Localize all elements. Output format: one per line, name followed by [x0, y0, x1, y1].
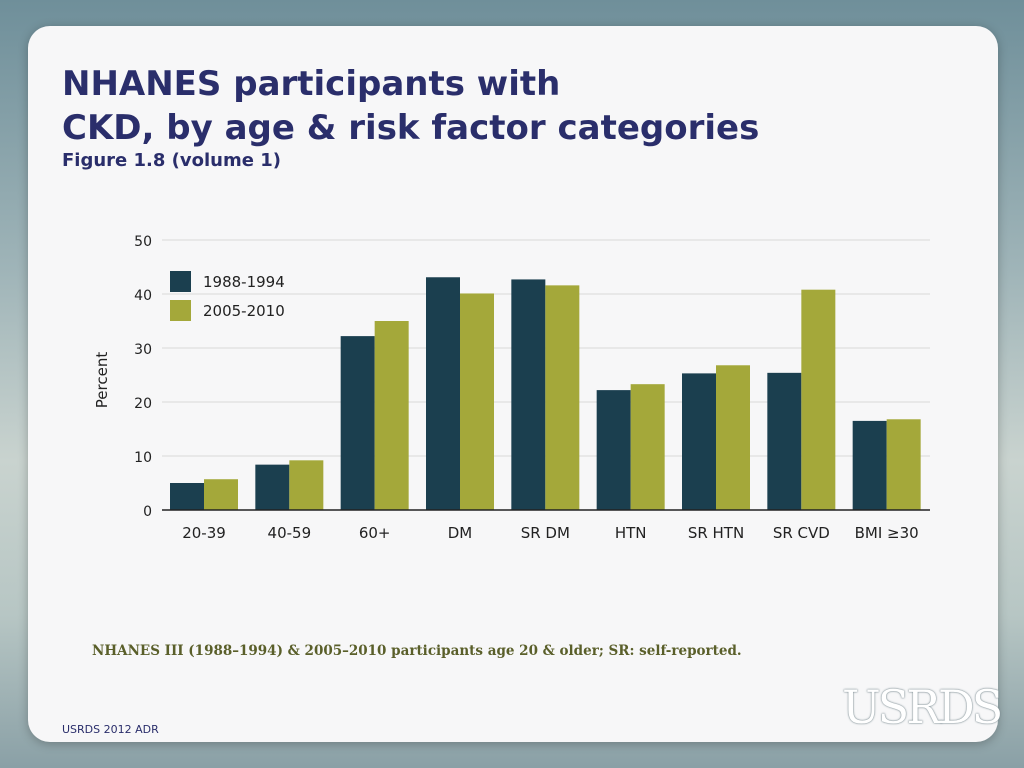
y-tick-label: 20: [134, 396, 152, 412]
legend-swatch: [170, 271, 191, 292]
slide-subtitle: Figure 1.8 (volume 1): [62, 150, 281, 171]
title-line-1: NHANES participants with: [62, 64, 561, 104]
bar-2005-2010-HTN: [630, 384, 665, 510]
bar-2005-2010-BMI ≥30: [886, 419, 921, 510]
x-tick-label: 20-39: [182, 524, 226, 542]
bar-1988-1994-DM: [426, 277, 460, 510]
legend-label: 2005-2010: [203, 302, 285, 320]
y-tick-label: 10: [134, 450, 152, 466]
bar-1988-1994-SR DM: [511, 279, 546, 510]
footer-source: USRDS 2012 ADR: [62, 723, 159, 736]
bar-2005-2010-SR DM: [545, 285, 580, 510]
x-tick-label: SR HTN: [688, 524, 744, 542]
bar-1988-1994-40-59: [255, 464, 290, 510]
bar-2005-2010-SR HTN: [716, 365, 750, 510]
x-tick-label: SR CVD: [773, 524, 830, 542]
bar-1988-1994-60+: [340, 336, 375, 510]
x-tick-label: SR DM: [521, 524, 570, 542]
bar-2005-2010-DM: [460, 293, 494, 510]
bar-1988-1994-BMI ≥30: [852, 420, 887, 510]
bar-2005-2010-SR CVD: [801, 289, 836, 510]
usrds-logo: USRDS: [842, 680, 1003, 734]
x-tick-label: 60+: [359, 524, 391, 542]
y-tick-label: 50: [134, 234, 152, 250]
footnote: NHANES III (1988–1994) & 2005–2010 parti…: [92, 643, 742, 659]
bar-1988-1994-20-39: [170, 483, 204, 510]
bar-2005-2010-40-59: [289, 460, 324, 510]
x-tick-label: DM: [448, 524, 473, 542]
slide-title: NHANES participants with CKD, by age & r…: [62, 62, 822, 150]
y-tick-label: 40: [134, 288, 152, 304]
legend-swatch: [170, 300, 191, 321]
bar-2005-2010-20-39: [204, 479, 238, 510]
x-tick-label: BMI ≥30: [855, 524, 919, 542]
y-tick-label: 0: [143, 504, 152, 520]
x-tick-label: HTN: [615, 524, 647, 542]
bar-2005-2010-60+: [374, 321, 409, 510]
x-tick-label: 40-59: [268, 524, 312, 542]
y-tick-label: 30: [134, 342, 152, 358]
legend-label: 1988-1994: [203, 273, 285, 291]
bar-1988-1994-HTN: [596, 390, 631, 510]
bar-1988-1994-SR HTN: [682, 373, 716, 510]
y-axis-label: Percent: [93, 352, 111, 409]
bar-1988-1994-SR CVD: [767, 372, 802, 510]
title-line-2: CKD, by age & risk factor categories: [62, 108, 760, 148]
